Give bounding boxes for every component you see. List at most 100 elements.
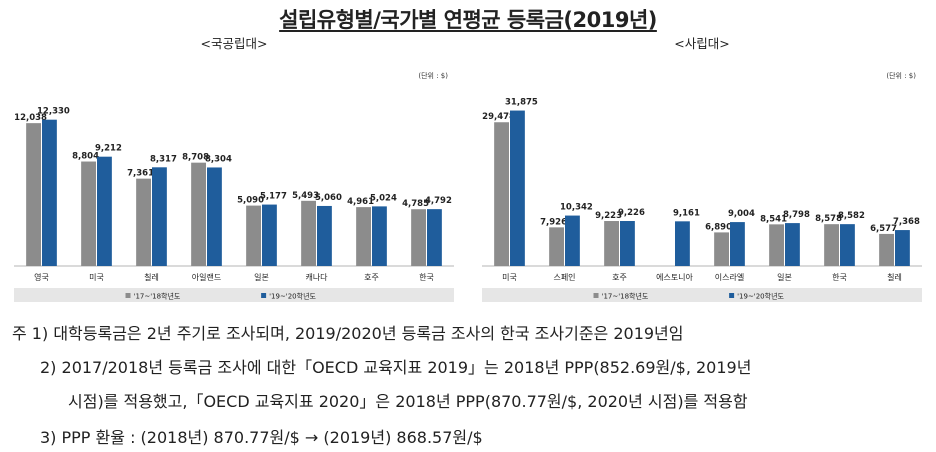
data-label: 29,478	[482, 112, 515, 122]
public-university-chart: <국공립대> (단위 : $) 12,038 12,330 영국 8,804 9,212 미국…	[8, 34, 460, 314]
bar	[620, 221, 635, 266]
chart-title: <국공립대>	[201, 36, 268, 51]
bar	[714, 232, 729, 266]
category-label: 미국	[89, 273, 104, 282]
data-label: 5,177	[260, 192, 287, 202]
legend-swatch	[729, 293, 735, 298]
bar	[879, 233, 894, 266]
data-label: 9,004	[728, 209, 755, 219]
bar	[549, 227, 564, 266]
data-label: 9,223	[595, 211, 622, 221]
data-label: 8,317	[150, 154, 177, 164]
data-label: 8,304	[205, 154, 232, 164]
category-label: 이스라엘	[715, 272, 744, 282]
bar	[191, 162, 206, 266]
legend-background	[482, 288, 922, 302]
category-label: 캐나다	[305, 273, 328, 282]
bar	[81, 161, 96, 266]
bar	[262, 204, 277, 266]
data-label: 5,090	[237, 196, 264, 206]
data-label: 8,541	[760, 214, 787, 224]
data-label: 6,577	[870, 224, 897, 234]
chart-svg: <사립대> (단위 : $) 29,478 31,875 미국 7,926 10,342 스페…	[482, 36, 922, 302]
category-label: 미국	[502, 273, 517, 282]
data-label: 8,578	[815, 214, 842, 224]
data-label: 8,708	[182, 153, 209, 163]
page-title-text: 설립유형별/국가별 연평균 등록금(2019년)	[279, 8, 657, 32]
bar	[730, 222, 745, 266]
bar	[769, 224, 784, 266]
data-label: 9,212	[95, 144, 122, 154]
data-label: 9,161	[673, 208, 700, 218]
data-label: 5,024	[370, 193, 397, 203]
bar	[317, 205, 332, 266]
bar	[565, 215, 580, 266]
legend: '17~'18학년도 '19~'20학년도	[482, 288, 922, 302]
bar	[427, 209, 442, 266]
bar	[152, 167, 167, 266]
bar	[372, 206, 387, 266]
note-3: 3) PPP 환율 : (2018년) 870.77원/$ → (2019년) …	[40, 428, 483, 447]
legend-label: '17~'18학년도	[602, 292, 649, 301]
legend: '17~'18학년도 '19~'20학년도	[14, 288, 454, 302]
category-label: 영국	[34, 272, 49, 282]
category-label: 한국	[419, 273, 434, 282]
note-2-continued: 시점)를 적용했고,「OECD 교육지표 2020」은 2018년 PPP(87…	[68, 392, 748, 411]
data-label: 5,493	[292, 191, 319, 201]
bar	[895, 230, 910, 266]
data-label: 8,798	[783, 210, 810, 220]
category-label: 칠레	[887, 273, 902, 282]
legend-swatch	[593, 293, 599, 298]
data-label: 10,342	[560, 203, 593, 213]
data-label: 4,785	[402, 199, 429, 209]
category-label: 호주	[612, 273, 627, 282]
category-label: 칠레	[144, 273, 159, 282]
page-title: 설립유형별/국가별 연평균 등록금(2019년)	[0, 4, 936, 34]
legend-swatch	[125, 293, 131, 298]
category-label: 일본	[777, 273, 792, 282]
legend-swatch	[261, 293, 267, 298]
data-label: 8,582	[838, 211, 865, 221]
note-2: 2) 2017/2018년 등록금 조사에 대한「OECD 교육지표 2019」…	[40, 358, 752, 377]
bar	[97, 156, 112, 266]
category-label: 에스토니아	[656, 272, 693, 282]
category-label: 아일랜드	[192, 272, 221, 282]
data-label: 31,875	[505, 98, 538, 108]
category-label: 일본	[254, 273, 269, 282]
data-label: 5,060	[315, 193, 342, 203]
bar	[604, 221, 619, 266]
bar	[207, 167, 222, 266]
data-label: 4,792	[425, 196, 452, 206]
bar	[494, 122, 509, 267]
data-label: 7,926	[540, 217, 567, 227]
data-label: 8,804	[72, 152, 99, 162]
legend-label: '17~'18학년도	[134, 292, 181, 301]
category-label: 호주	[364, 273, 379, 282]
legend-label: '19~'20학년도	[269, 292, 316, 301]
note-1: 주 1) 대학등록금은 2년 주기로 조사되며, 2019/2020년 등록금 …	[12, 324, 684, 343]
bar	[411, 209, 426, 266]
data-label: 12,038	[14, 113, 47, 123]
bar	[824, 224, 839, 266]
bar	[136, 178, 151, 266]
bar	[26, 123, 41, 266]
legend-background	[14, 288, 454, 302]
data-label: 7,368	[893, 217, 920, 227]
private-university-chart: <사립대> (단위 : $) 29,478 31,875 미국 7,926 10,342 스페…	[476, 34, 928, 314]
unit-label: (단위 : $)	[886, 71, 916, 80]
bar	[675, 221, 690, 266]
bar	[510, 110, 525, 266]
bar	[246, 205, 261, 266]
data-label: 12,330	[37, 107, 70, 117]
category-label: 스페인	[553, 272, 575, 282]
unit-label: (단위 : $)	[418, 71, 448, 80]
bar	[785, 223, 800, 266]
chart-title: <사립대>	[674, 36, 729, 51]
data-label: 4,961	[347, 197, 374, 207]
data-label: 7,361	[127, 169, 154, 179]
legend-label: '19~'20학년도	[737, 292, 784, 301]
data-label: 6,890	[705, 222, 732, 232]
bar	[301, 200, 316, 266]
data-label: 9,226	[618, 208, 645, 218]
